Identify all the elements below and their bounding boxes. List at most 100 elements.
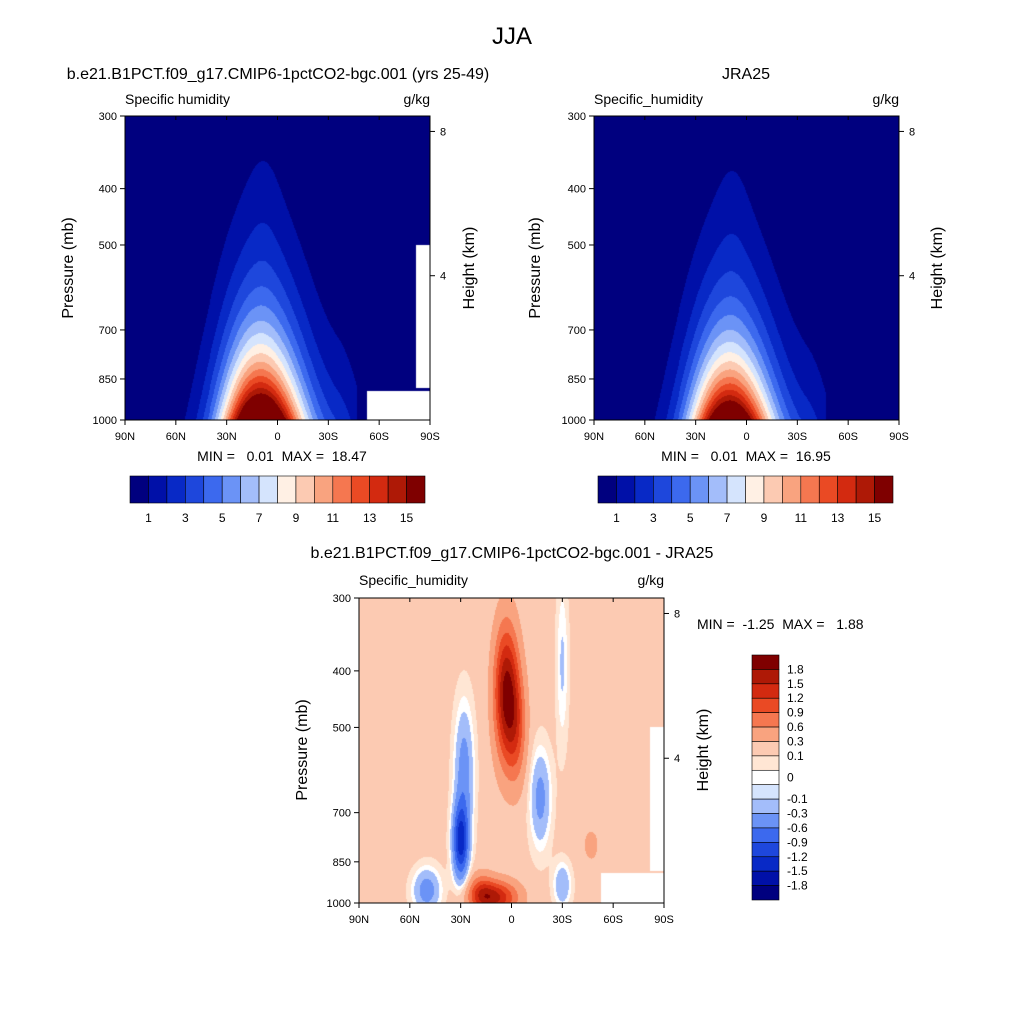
y-tick-label: 400 <box>333 666 351 678</box>
x-tick-label: 60S <box>838 431 858 443</box>
x-tick-label: 30S <box>788 431 808 443</box>
colorbar-label: 0.3 <box>787 734 804 748</box>
colorbar-label: -1.5 <box>787 864 808 878</box>
panel-diff-variable-label: Specific_humidity <box>359 572 468 588</box>
colorbar-swatch <box>129 475 149 504</box>
colorbar-label: 3 <box>650 511 657 525</box>
colorbar-swatch <box>751 827 780 843</box>
colorbar-swatch <box>751 885 780 901</box>
colorbar-swatch <box>406 475 426 504</box>
x-tick-label: 0 <box>274 431 280 443</box>
colorbar-swatch <box>597 475 617 504</box>
colorbar-label: -0.1 <box>787 792 808 806</box>
panel-obs-title: JRA25 <box>722 66 770 83</box>
x-tick-label: 60S <box>603 914 623 926</box>
y-tick-label: 1000 <box>327 898 351 910</box>
colorbar-label: 13 <box>831 511 845 525</box>
colorbar-swatch <box>751 856 780 872</box>
colorbar-label: 1.8 <box>787 662 804 676</box>
panel-model-heatmap <box>125 116 430 420</box>
panel-diff-colorbar: 1.81.51.20.90.60.30.10-0.1-0.3-0.6-0.9-1… <box>751 654 808 901</box>
colorbar-swatch <box>751 697 780 713</box>
panel-obs-stats: MIN = 0.01 MAX = 16.95 <box>661 448 831 464</box>
y-tick-label: 700 <box>333 808 351 820</box>
y2-tick-label: 8 <box>909 126 915 138</box>
colorbar-swatch <box>634 475 654 504</box>
panel-model-y2label: Height (km) <box>461 227 478 310</box>
panel-diff-units-label: g/kg <box>638 572 664 588</box>
x-tick-label: 30N <box>451 914 471 926</box>
panel-obs-axes: 300 400 500 700 850 1000 90N 60N 30N 0 30S 60S 90S 8 4 <box>562 111 916 443</box>
colorbar-swatch <box>350 475 370 504</box>
colorbar-label: 15 <box>868 511 882 525</box>
x-tick-label: 0 <box>743 431 749 443</box>
x-tick-label: 60S <box>369 431 389 443</box>
colorbar-label: 9 <box>293 511 300 525</box>
panel-obs-heatmap <box>594 116 899 420</box>
x-tick-label: 30N <box>217 431 237 443</box>
colorbar-label: 9 <box>761 511 768 525</box>
y-tick-label: 700 <box>568 325 586 337</box>
colorbar-swatch <box>751 755 780 771</box>
panel-diff-title: b.e21.B1PCT.f09_g17.CMIP6-1pctCO2-bgc.00… <box>311 545 714 562</box>
panel-model-axes: 300 400 500 700 850 1000 90N 60N 30N 0 30S 60S 90S 8 4 <box>93 111 447 443</box>
panel-obs-units-label: g/kg <box>873 91 899 107</box>
y-tick-label: 850 <box>333 857 351 869</box>
y2-tick-label: 4 <box>909 271 915 283</box>
x-tick-label: 60N <box>635 431 655 443</box>
colorbar-label: -0.6 <box>787 821 808 835</box>
colorbar-swatch <box>671 475 691 504</box>
colorbar-label: 0 <box>787 771 794 785</box>
colorbar-swatch <box>708 475 728 504</box>
colorbar-swatch <box>166 475 186 504</box>
colorbar-swatch <box>751 683 780 699</box>
colorbar-label: 0.1 <box>787 749 804 763</box>
colorbar-label: -0.3 <box>787 807 808 821</box>
colorbar-label: 1 <box>145 511 152 525</box>
colorbar-swatch <box>855 475 875 504</box>
colorbar-swatch <box>148 475 168 504</box>
colorbar-swatch <box>751 842 780 858</box>
panel-model: b.e21.B1PCT.f09_g17.CMIP6-1pctCO2-bgc.00… <box>60 66 489 525</box>
colorbar-swatch <box>751 870 780 886</box>
panel-obs-colorbar: 1 3 5 7 9 11 13 15 <box>597 475 894 525</box>
colorbar-label: -0.9 <box>787 835 808 849</box>
colorbar-swatch <box>751 654 780 670</box>
colorbar-swatch <box>751 784 780 800</box>
y2-tick-label: 8 <box>674 608 680 620</box>
colorbar-label: 15 <box>400 511 414 525</box>
panel-model-units-label: g/kg <box>404 91 430 107</box>
colorbar-swatch <box>751 769 780 786</box>
panel-diff-axes: 300 400 500 700 850 1000 90N 60N 30N 0 30S 60S 90S 8 4 <box>327 593 681 926</box>
y-tick-label: 300 <box>99 111 117 123</box>
colorbar-label: 7 <box>256 511 263 525</box>
panel-diff-stats: MIN = -1.25 MAX = 1.88 <box>697 616 864 632</box>
colorbar-label: 3 <box>182 511 189 525</box>
colorbar-swatch <box>203 475 223 504</box>
x-tick-label: 30N <box>686 431 706 443</box>
x-tick-label: 90S <box>654 914 674 926</box>
colorbar-swatch <box>837 475 857 504</box>
y-tick-label: 1000 <box>562 415 586 427</box>
y2-tick-label: 8 <box>440 126 446 138</box>
figure-title: JJA <box>492 23 532 50</box>
y-tick-label: 1000 <box>93 415 117 427</box>
colorbar-swatch <box>763 475 783 504</box>
x-tick-label: 90S <box>420 431 440 443</box>
x-tick-label: 90S <box>889 431 909 443</box>
colorbar-label: 0.6 <box>787 720 804 734</box>
colorbar-swatch <box>295 475 315 504</box>
panel-obs-ylabel: Pressure (mb) <box>527 217 544 318</box>
y-tick-label: 700 <box>99 325 117 337</box>
panel-obs-y2label: Height (km) <box>929 227 946 310</box>
y-tick-label: 850 <box>568 374 586 386</box>
x-tick-label: 0 <box>508 914 514 926</box>
colorbar-swatch <box>689 475 709 504</box>
x-tick-label: 90N <box>584 431 604 443</box>
colorbar-swatch <box>221 475 241 504</box>
colorbar-swatch <box>387 475 407 504</box>
colorbar-swatch <box>616 475 636 504</box>
y-tick-label: 300 <box>333 593 351 605</box>
colorbar-label: -1.8 <box>787 879 808 893</box>
